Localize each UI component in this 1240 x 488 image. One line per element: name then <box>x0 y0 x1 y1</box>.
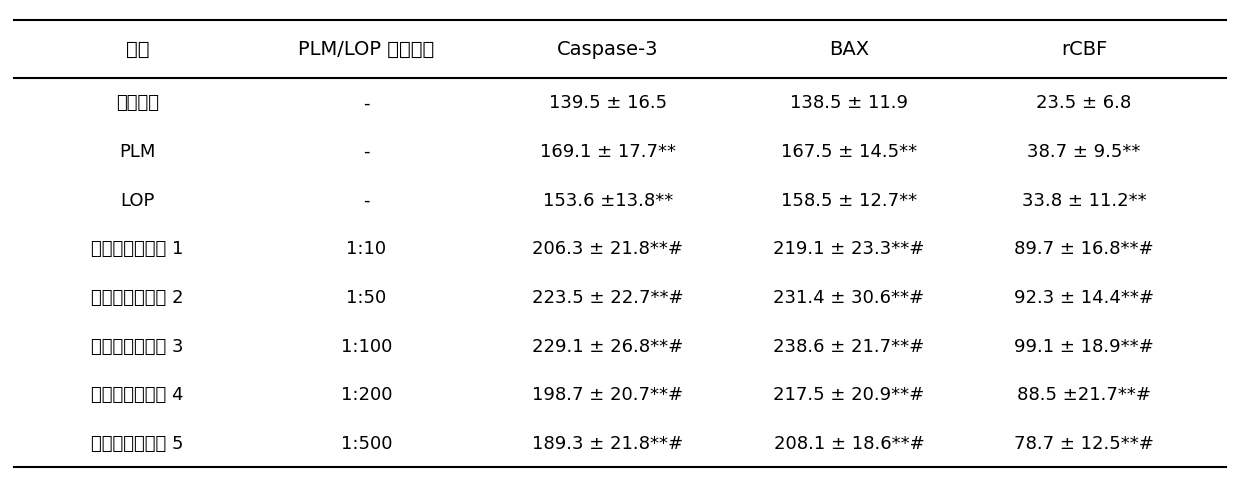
Text: BAX: BAX <box>828 41 869 60</box>
Text: PLM/LOP 配伍比例: PLM/LOP 配伍比例 <box>299 41 434 60</box>
Text: 229.1 ± 26.8**#: 229.1 ± 26.8**# <box>532 337 683 355</box>
Text: 1:50: 1:50 <box>346 288 387 306</box>
Text: 153.6 ±13.8**: 153.6 ±13.8** <box>543 191 673 209</box>
Text: 88.5 ±21.7**#: 88.5 ±21.7**# <box>1017 386 1151 404</box>
Text: 1:500: 1:500 <box>341 434 392 452</box>
Text: 1:10: 1:10 <box>346 240 387 258</box>
Text: -: - <box>363 191 370 209</box>
Text: 138.5 ± 11.9: 138.5 ± 11.9 <box>790 94 908 112</box>
Text: 158.5 ± 12.7**: 158.5 ± 12.7** <box>781 191 916 209</box>
Text: 1:100: 1:100 <box>341 337 392 355</box>
Text: 复方药物组合物 2: 复方药物组合物 2 <box>92 288 184 306</box>
Text: 198.7 ± 20.7**#: 198.7 ± 20.7**# <box>532 386 683 404</box>
Text: 空白对照: 空白对照 <box>117 94 159 112</box>
Text: 复方药物组合物 4: 复方药物组合物 4 <box>92 386 184 404</box>
Text: 217.5 ± 20.9**#: 217.5 ± 20.9**# <box>774 386 925 404</box>
Text: 139.5 ± 16.5: 139.5 ± 16.5 <box>548 94 667 112</box>
Text: LOP: LOP <box>120 191 155 209</box>
Text: Caspase-3: Caspase-3 <box>557 41 658 60</box>
Text: 38.7 ± 9.5**: 38.7 ± 9.5** <box>1027 142 1141 161</box>
Text: 208.1 ± 18.6**#: 208.1 ± 18.6**# <box>774 434 924 452</box>
Text: rCBF: rCBF <box>1060 41 1107 60</box>
Text: 238.6 ± 21.7**#: 238.6 ± 21.7**# <box>774 337 925 355</box>
Text: 89.7 ± 16.8**#: 89.7 ± 16.8**# <box>1014 240 1153 258</box>
Text: 167.5 ± 14.5**: 167.5 ± 14.5** <box>781 142 916 161</box>
Text: PLM: PLM <box>119 142 156 161</box>
Text: 92.3 ± 14.4**#: 92.3 ± 14.4**# <box>1014 288 1154 306</box>
Text: 组别: 组别 <box>125 41 149 60</box>
Text: 231.4 ± 30.6**#: 231.4 ± 30.6**# <box>774 288 925 306</box>
Text: 复方药物组合物 3: 复方药物组合物 3 <box>92 337 184 355</box>
Text: 复方药物组合物 1: 复方药物组合物 1 <box>92 240 184 258</box>
Text: 78.7 ± 12.5**#: 78.7 ± 12.5**# <box>1014 434 1154 452</box>
Text: 223.5 ± 22.7**#: 223.5 ± 22.7**# <box>532 288 683 306</box>
Text: 169.1 ± 17.7**: 169.1 ± 17.7** <box>539 142 676 161</box>
Text: 1:200: 1:200 <box>341 386 392 404</box>
Text: 206.3 ± 21.8**#: 206.3 ± 21.8**# <box>532 240 683 258</box>
Text: 219.1 ± 23.3**#: 219.1 ± 23.3**# <box>774 240 925 258</box>
Text: 复方药物组合物 5: 复方药物组合物 5 <box>92 434 184 452</box>
Text: 99.1 ± 18.9**#: 99.1 ± 18.9**# <box>1014 337 1154 355</box>
Text: 23.5 ± 6.8: 23.5 ± 6.8 <box>1037 94 1132 112</box>
Text: -: - <box>363 142 370 161</box>
Text: -: - <box>363 94 370 112</box>
Text: 33.8 ± 11.2**: 33.8 ± 11.2** <box>1022 191 1146 209</box>
Text: 189.3 ± 21.8**#: 189.3 ± 21.8**# <box>532 434 683 452</box>
